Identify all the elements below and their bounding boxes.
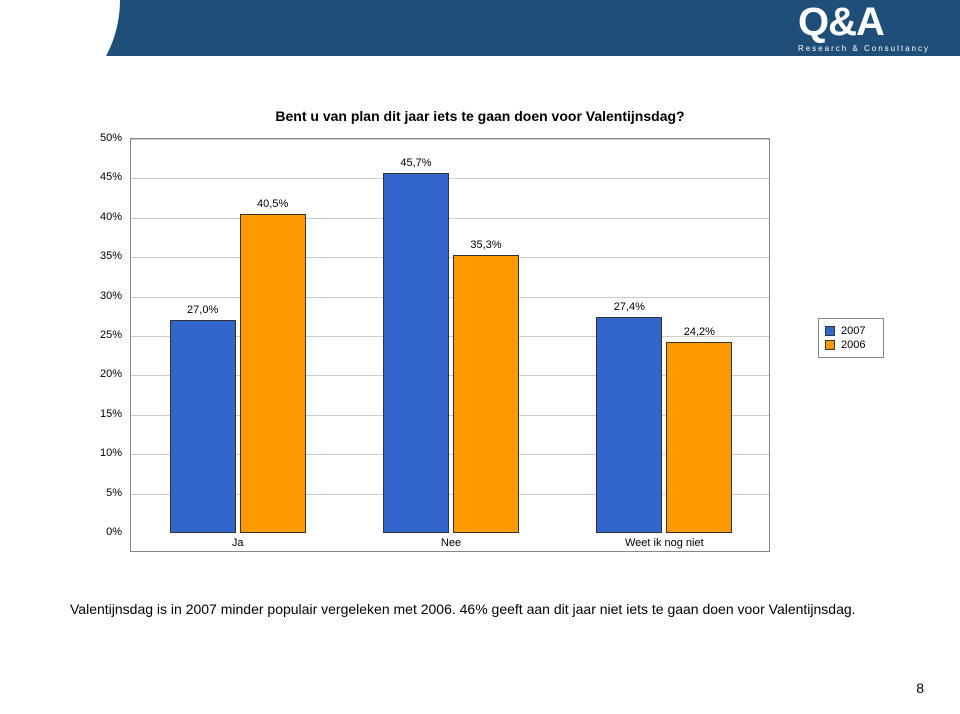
- bar-value-label: 27,4%: [594, 301, 664, 313]
- y-tick-label: 5%: [80, 487, 122, 499]
- y-tick-label: 50%: [80, 132, 122, 144]
- page-number: 8: [916, 680, 924, 696]
- x-tick-label: Nee: [351, 537, 551, 549]
- legend-item: 2007: [825, 325, 877, 337]
- chart-title: Bent u van plan dit jaar iets te gaan do…: [0, 108, 960, 124]
- gridline: [131, 139, 769, 140]
- bar-value-label: 27,0%: [168, 304, 238, 316]
- y-tick-label: 20%: [80, 368, 122, 380]
- bar: [240, 214, 306, 533]
- header-curve: [0, 0, 120, 120]
- page: Q&A Research & Consultancy Bent u van pl…: [0, 0, 960, 714]
- x-tick-label: Ja: [138, 537, 338, 549]
- legend-item: 2006: [825, 339, 877, 351]
- bar-value-label: 45,7%: [381, 157, 451, 169]
- bar-value-label: 35,3%: [451, 239, 521, 251]
- y-tick-label: 25%: [80, 329, 122, 341]
- legend: 2007 2006: [818, 318, 884, 358]
- legend-label: 2007: [841, 325, 865, 337]
- bar: [666, 342, 732, 533]
- gridline: [131, 178, 769, 179]
- bar-value-label: 24,2%: [664, 326, 734, 338]
- legend-label: 2006: [841, 339, 865, 351]
- gridline: [131, 297, 769, 298]
- logo-subtitle: Research & Consultancy: [798, 44, 930, 53]
- bar: [596, 317, 662, 533]
- bar-value-label: 40,5%: [238, 198, 308, 210]
- legend-swatch: [825, 326, 835, 336]
- chart: 0%5%10%15%20%25%30%35%40%45%50% 27,0%40,…: [80, 138, 880, 568]
- legend-swatch: [825, 340, 835, 350]
- plot-frame: 27,0% 40,5% 45,7% 35,3% 27,4% 24,2% Ja Nee Weet…: [130, 138, 770, 552]
- y-tick-label: 15%: [80, 408, 122, 420]
- bar: [170, 320, 236, 533]
- y-tick-label: 45%: [80, 171, 122, 183]
- gridline: [131, 257, 769, 258]
- logo: Q&A Research & Consultancy: [798, 2, 930, 53]
- y-tick-label: 35%: [80, 250, 122, 262]
- caption-text: Valentijnsdag is in 2007 minder populair…: [70, 600, 890, 620]
- y-tick-label: 10%: [80, 447, 122, 459]
- gridline: [131, 218, 769, 219]
- x-tick-label: Weet ik nog niet: [564, 537, 764, 549]
- bar: [453, 255, 519, 533]
- y-tick-label: 40%: [80, 211, 122, 223]
- bar: [383, 173, 449, 533]
- plot-area: 27,0% 40,5% 45,7% 35,3% 27,4% 24,2%: [131, 139, 769, 533]
- logo-initials: Q&A: [798, 2, 930, 42]
- y-tick-label: 30%: [80, 290, 122, 302]
- y-tick-label: 0%: [80, 526, 122, 538]
